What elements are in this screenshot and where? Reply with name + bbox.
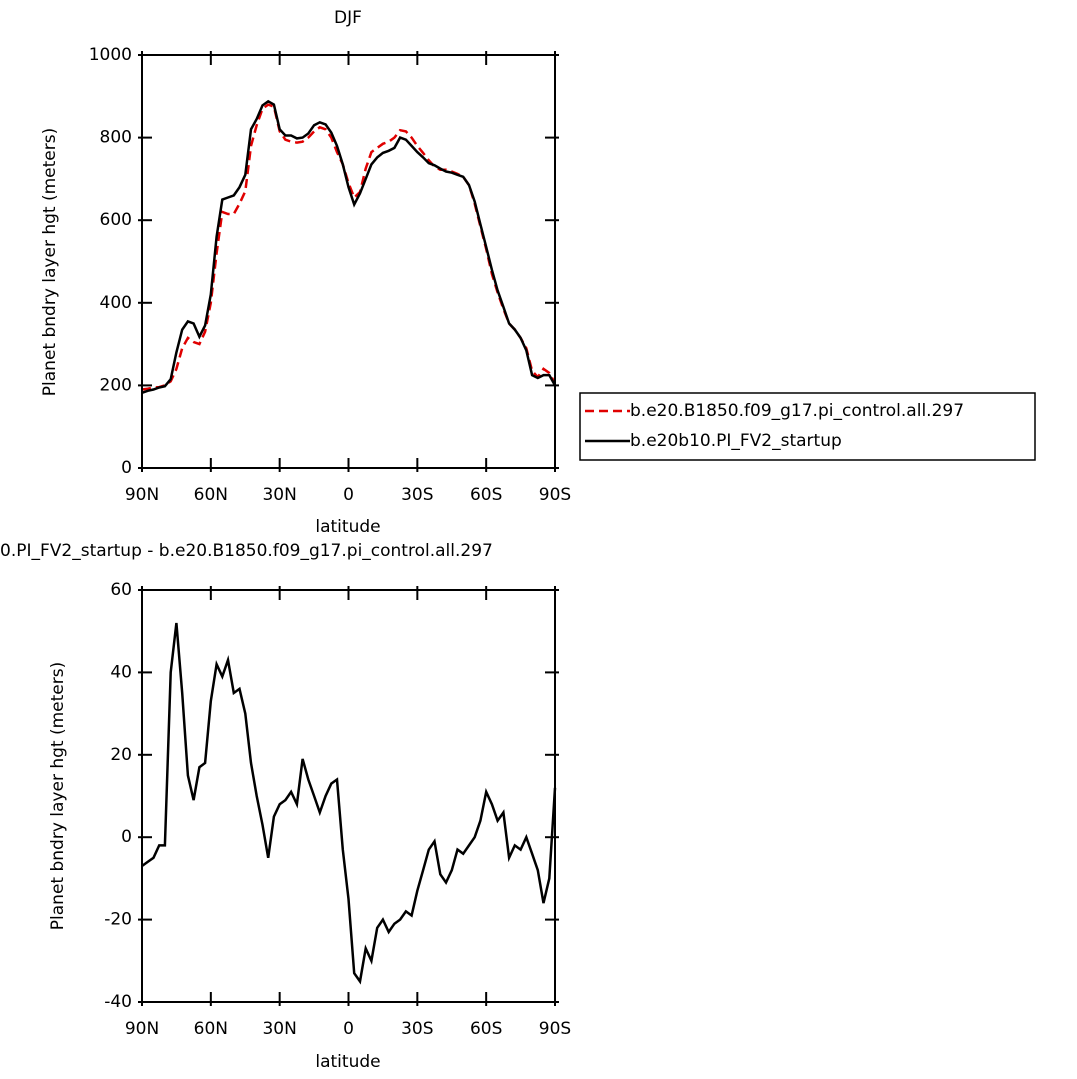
series-line <box>141 99 557 394</box>
y-tick-label: -40 <box>104 992 132 1012</box>
legend-label: b.e20b10.PI_FV2_startup <box>630 431 842 451</box>
x-tick-label: 30N <box>262 485 296 505</box>
x-tick-label: 90N <box>125 1019 159 1039</box>
plot-frame <box>141 54 556 469</box>
y-tick-label: 0 <box>121 827 132 847</box>
y-axis-label: Planet bndry layer hgt (meters) <box>48 662 68 930</box>
x-tick-label: 90S <box>539 485 571 505</box>
y-tick-label: 0 <box>121 458 132 478</box>
x-axis-label: latitude <box>315 517 380 537</box>
x-tick-label: 30S <box>401 485 433 505</box>
x-tick-label: 60S <box>470 485 502 505</box>
y-tick-label: 60 <box>110 580 132 600</box>
y-tick-label: 400 <box>100 293 132 313</box>
x-tick-label: 60N <box>194 485 228 505</box>
x-tick-label: 30S <box>401 1019 433 1039</box>
series-line <box>141 622 557 985</box>
x-tick-label: 30N <box>262 1019 296 1039</box>
x-tick-label: 60S <box>470 1019 502 1039</box>
y-axis-label: Planet bndry layer hgt (meters) <box>40 128 60 396</box>
y-tick-label: -20 <box>104 910 132 930</box>
x-tick-label: 60N <box>194 1019 228 1039</box>
chart-title: DJF <box>334 8 362 28</box>
plot-frame <box>141 589 556 1003</box>
chart-title: 0.PI_FV2_startup - b.e20.B1850.f09_g17.p… <box>0 541 493 561</box>
x-tick-label: 90N <box>125 485 159 505</box>
y-tick-label: 600 <box>100 210 132 230</box>
y-tick-label: 40 <box>110 662 132 682</box>
x-tick-label: 0 <box>343 485 354 505</box>
y-tick-label: 1000 <box>89 45 132 65</box>
y-tick-label: 200 <box>100 375 132 395</box>
x-tick-label: 0 <box>343 1019 354 1039</box>
legend-label: b.e20.B1850.f09_g17.pi_control.all.297 <box>630 401 964 421</box>
series-line <box>141 103 557 391</box>
x-tick-label: 90S <box>539 1019 571 1039</box>
legend-box <box>579 392 1036 461</box>
y-tick-label: 800 <box>100 128 132 148</box>
y-tick-label: 20 <box>110 745 132 765</box>
x-axis-label: latitude <box>315 1052 380 1072</box>
